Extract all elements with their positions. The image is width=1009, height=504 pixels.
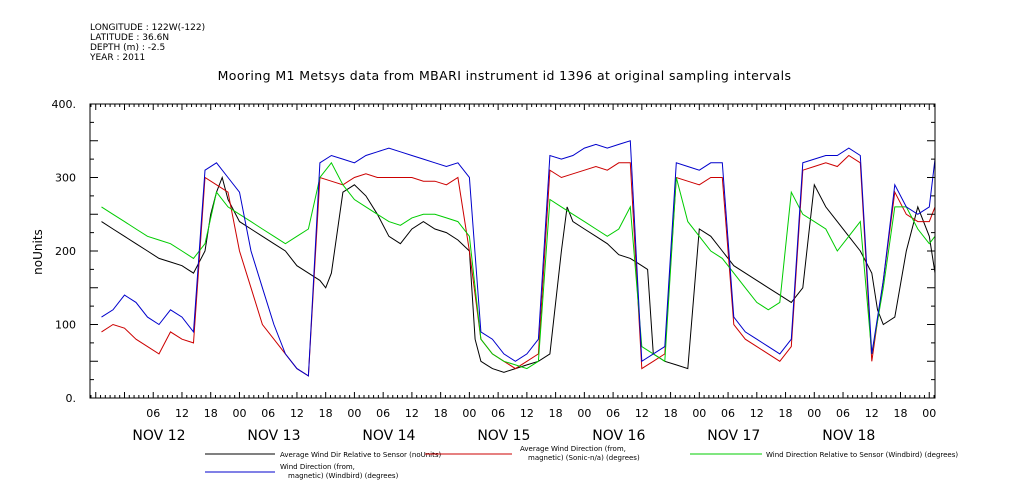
x-tick-label: 00: [232, 407, 246, 420]
meta-depth: DEPTH (m) : -2.5: [90, 43, 166, 53]
x-tick-label: 00: [462, 407, 476, 420]
meta-year: YEAR : 2011: [90, 53, 146, 63]
x-day-label: NOV 14: [362, 428, 415, 444]
legend-label-1: Average Wind Dir Relative to Sensor (noU…: [280, 451, 441, 459]
meta-latitude: LATITUDE : 36.6N: [90, 33, 170, 43]
x-tick-label: 12: [750, 407, 764, 420]
metadata-block: LONGITUDE : 122W(-122) LATITUDE : 36.6N …: [90, 23, 205, 63]
x-tick-label: 06: [721, 407, 735, 420]
series-line-4: [101, 140, 936, 377]
series-line-1: [101, 175, 936, 373]
legend-label-3: Wind Direction Relative to Sensor (Windb…: [766, 451, 958, 459]
x-tick-label: 00: [922, 407, 936, 420]
axes: 0. 100 200 300 400. 06 12 18 00 06 12 18 00 06 12 18 00 0…: [52, 98, 937, 444]
x-tick-label: 00: [347, 407, 361, 420]
x-tick-label: 12: [405, 407, 419, 420]
x-tick-label: 06: [836, 407, 850, 420]
x-tick-label: 06: [491, 407, 505, 420]
x-tick-label: 00: [692, 407, 706, 420]
x-day-label: NOV 16: [592, 428, 645, 444]
x-day-label: NOV 13: [247, 428, 300, 444]
x-tick-label: 12: [290, 407, 304, 420]
y-tick-label: 200: [55, 245, 76, 258]
legend-label-4: magnetic) (Windbird) (degrees): [288, 472, 399, 480]
y-tick-label: 300: [55, 172, 76, 185]
series-line-2: [101, 154, 936, 377]
x-day-label: NOV 15: [477, 428, 530, 444]
legend-label-2: magnetic) (Sonic-n/a) (degrees): [528, 454, 640, 462]
chart-title: Mooring M1 Metsys data from MBARI instru…: [217, 68, 792, 83]
x-day-label: NOV 17: [707, 428, 760, 444]
x-tick-label: 00: [577, 407, 591, 420]
legend: Average Wind Dir Relative to Sensor (noU…: [205, 445, 958, 480]
x-tick-label: 12: [865, 407, 879, 420]
x-tick-label: 18: [204, 407, 218, 420]
plot-frame: [89, 103, 936, 399]
x-tick-label: 00: [807, 407, 821, 420]
legend-label-2: Average Wind Direction (from,: [520, 445, 626, 453]
x-tick-label: 06: [606, 407, 620, 420]
x-tick-label: 12: [520, 407, 534, 420]
meta-longitude: LONGITUDE : 122W(-122): [90, 23, 206, 33]
x-tick-label: 18: [664, 407, 678, 420]
x-tick-label: 06: [376, 407, 390, 420]
x-tick-label: 18: [779, 407, 793, 420]
x-tick-label: 12: [175, 407, 189, 420]
y-tick-label: 400.: [52, 98, 77, 111]
plot-lines: [101, 140, 936, 377]
y-axis-label: noUnits: [31, 229, 45, 275]
x-tick-label: 18: [319, 407, 333, 420]
series-line-3: [101, 161, 936, 370]
x-tick-label: 06: [146, 407, 160, 420]
x-day-label: NOV 18: [822, 428, 875, 444]
x-day-label: NOV 12: [132, 428, 185, 444]
y-tick-label: 100: [55, 319, 76, 332]
x-tick-label: 06: [261, 407, 275, 420]
x-tick-label: 18: [894, 407, 908, 420]
x-tick-label: 18: [434, 407, 448, 420]
legend-label-4: Wind Direction (from,: [280, 463, 355, 471]
x-tick-label: 18: [549, 407, 563, 420]
y-tick-label: 0.: [66, 392, 77, 405]
x-tick-label: 12: [635, 407, 649, 420]
